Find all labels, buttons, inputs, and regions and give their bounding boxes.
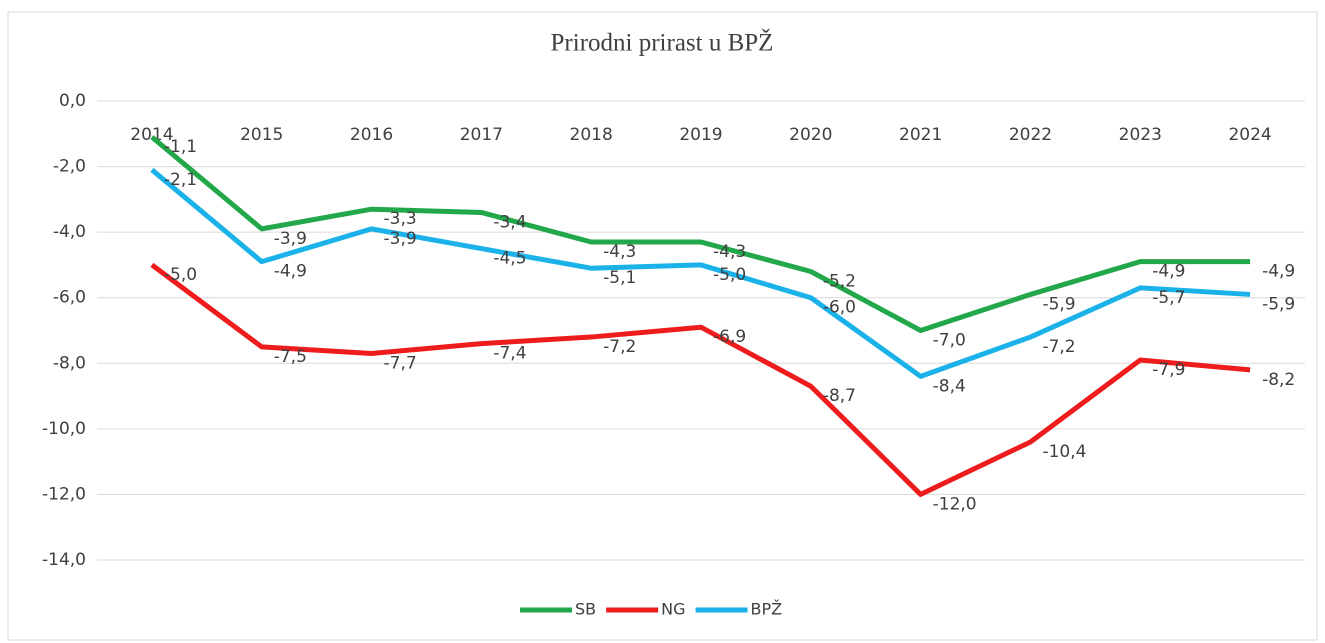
data-label: -8,4	[933, 376, 966, 396]
data-label: -4,9	[1262, 262, 1295, 282]
x-tick-label: 2021	[899, 125, 942, 145]
data-label: -7,5	[274, 347, 307, 367]
series-line	[150, 167, 1251, 379]
data-label: -5,1	[603, 268, 636, 288]
data-label: -3,9	[274, 229, 307, 249]
x-tick-label: 2018	[570, 125, 613, 145]
x-tick-label: 2023	[1119, 125, 1162, 145]
data-label: -7,2	[603, 337, 636, 357]
data-label: -8,2	[1262, 370, 1295, 390]
data-label: -5,0	[713, 265, 746, 285]
data-label: -10,4	[1042, 442, 1086, 462]
data-label: -6,9	[713, 327, 746, 347]
data-label: -3,4	[493, 212, 526, 232]
data-label: -7,2	[1042, 337, 1075, 357]
y-tick-label: -14,0	[42, 550, 86, 570]
legend-label: SB	[575, 600, 596, 619]
data-label: -3,3	[384, 209, 417, 229]
data-label: -3,9	[384, 229, 417, 249]
data-label: -5,9	[1262, 294, 1295, 314]
data-label: -4,5	[493, 249, 526, 269]
data-label: -7,7	[384, 353, 417, 373]
chart-frame	[7, 11, 1318, 641]
y-tick-label: -4,0	[53, 222, 86, 242]
data-label: -7,0	[933, 331, 966, 351]
data-label: -4,3	[713, 242, 746, 262]
series-line	[150, 262, 1251, 497]
legend-label: BPŽ	[751, 600, 783, 619]
data-label: -1,1	[164, 137, 197, 157]
data-label: -4,9	[274, 262, 307, 282]
y-tick-label: -10,0	[42, 419, 86, 439]
x-tick-label: 2015	[240, 125, 283, 145]
x-tick-label: 2014	[130, 125, 173, 145]
y-tick-label: -2,0	[53, 157, 86, 177]
data-label: -12,0	[933, 494, 977, 514]
y-tick-label: -12,0	[42, 484, 86, 504]
x-tick-label: 2020	[789, 125, 832, 145]
x-tick-label: 2019	[679, 125, 722, 145]
data-label: -5,9	[1042, 294, 1075, 314]
x-tick-label: 2022	[1009, 125, 1052, 145]
series-line	[150, 135, 1251, 333]
data-label: -7,9	[1152, 360, 1185, 380]
data-label: -8,7	[823, 386, 856, 406]
data-label: -2,1	[164, 170, 197, 190]
data-label: -5,7	[1152, 288, 1185, 308]
legend-label: NG	[661, 600, 685, 619]
data-label: -6,0	[823, 298, 856, 318]
data-label: -7,4	[493, 344, 526, 364]
data-label: -4,9	[1152, 262, 1185, 282]
data-label: -5,2	[823, 271, 856, 291]
y-tick-label: -8,0	[53, 353, 86, 373]
x-tick-label: 2024	[1228, 125, 1271, 145]
y-tick-label: -6,0	[53, 288, 86, 308]
x-tick-label: 2016	[350, 125, 393, 145]
chart-title: Prirodni prirast u BPŽ	[551, 29, 774, 57]
y-tick-label: 0,0	[59, 91, 86, 111]
x-tick-label: 2017	[460, 125, 503, 145]
data-label: -4,3	[603, 242, 636, 262]
data-label: -5,0	[164, 265, 197, 285]
